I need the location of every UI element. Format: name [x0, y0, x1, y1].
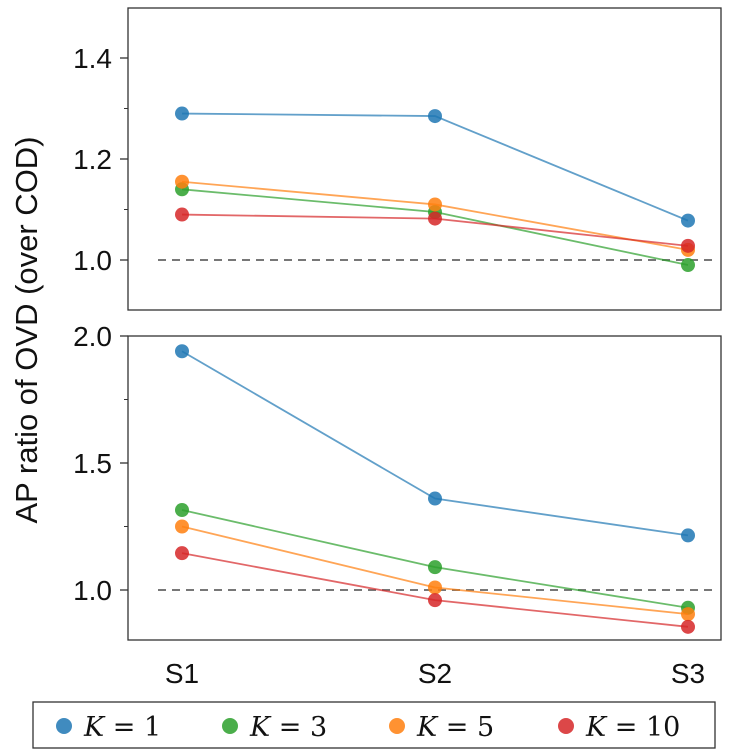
series-1: [175, 344, 695, 543]
data-point: [681, 607, 695, 622]
plot-frame: [127, 7, 722, 311]
data-point: [681, 528, 695, 543]
data-point: [175, 174, 189, 189]
legend-entry-5: K = 5: [389, 712, 494, 743]
data-point: [175, 502, 189, 517]
y-tick-label: 1.4: [73, 43, 112, 74]
data-point: [175, 519, 189, 534]
series-3: [175, 182, 695, 273]
y-axis-label: AP ratio of OVD (over COD): [9, 136, 44, 523]
legend-entry-3: K = 3: [222, 712, 327, 743]
plot-frame: [127, 335, 722, 641]
x-axis-labels: S1 S2 S3: [165, 658, 705, 689]
series-1: [175, 106, 695, 228]
data-point: [428, 109, 442, 124]
x-tick-label: S2: [418, 658, 452, 689]
data-point: [428, 580, 442, 595]
data-point: [681, 238, 695, 253]
panel-1: 1.0 1.2 1.4: [73, 7, 722, 311]
legend-label: K = 1: [83, 712, 161, 743]
y-tick-label: 1.5: [73, 448, 112, 479]
data-point: [428, 211, 442, 226]
legend-box: [32, 701, 716, 749]
y-tick-label: 1.2: [73, 144, 112, 175]
series-10: [175, 546, 695, 634]
x-tick-label: S3: [671, 658, 705, 689]
legend-marker: [389, 718, 405, 734]
series-line: [181, 350, 689, 537]
legend-label: K = 3: [249, 712, 327, 743]
data-point: [681, 619, 695, 634]
data-point: [175, 207, 189, 222]
legend-entry-10: K = 10: [558, 712, 680, 743]
data-point: [175, 344, 189, 359]
y-tick-label: 1.0: [73, 575, 112, 606]
data-point: [428, 197, 442, 212]
data-point: [428, 593, 442, 608]
legend-marker: [558, 718, 574, 734]
legend-label: K = 5: [416, 712, 494, 743]
series-10: [175, 207, 695, 253]
panels: 1.0 1.2 1.4 1.0 1.5 2.0: [73, 7, 722, 641]
panel-2: 1.0 1.5 2.0: [73, 321, 722, 641]
y-tick-label: 2.0: [73, 321, 112, 352]
legend-entry-1: K = 1: [56, 712, 161, 743]
legend-label: K = 10: [585, 712, 680, 743]
y-tick-label: 1.0: [73, 245, 112, 276]
data-point: [681, 258, 695, 273]
data-point: [175, 546, 189, 561]
data-point: [681, 213, 695, 228]
data-point: [428, 560, 442, 575]
series-5: [175, 519, 695, 622]
data-point: [428, 491, 442, 506]
legend: K = 1 K = 3 K = 5 K = 10: [32, 701, 716, 749]
data-point: [175, 106, 189, 121]
legend-marker: [56, 718, 72, 734]
x-tick-label: S1: [165, 658, 199, 689]
legend-marker: [222, 718, 238, 734]
